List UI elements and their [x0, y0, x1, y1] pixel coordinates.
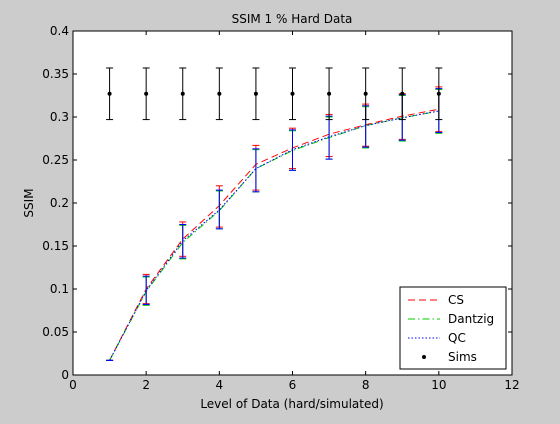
y-tick-label: 0.35	[42, 67, 69, 81]
data-point	[217, 91, 222, 96]
y-tick-label: 0.3	[50, 110, 69, 124]
series-line	[109, 110, 439, 361]
x-tick-label: 8	[362, 378, 370, 392]
error-bar	[142, 275, 150, 305]
x-tick-label: 10	[431, 378, 446, 392]
axes-layer: 0 2 4 6 8 10 12 0 0.05 0.1 0.15 0.2 0.25 0.3 0.35 0.4	[42, 24, 519, 392]
x-tick-label: 2	[142, 378, 150, 392]
x-tick-label: 6	[289, 378, 297, 392]
data-point	[363, 91, 368, 96]
y-axis-label: SSIM	[22, 188, 36, 217]
legend-label: Dantzig	[448, 312, 494, 326]
chart-title: SSIM 1 % Hard Data	[232, 12, 353, 26]
legend-item: QC	[408, 331, 466, 345]
x-tick-label: 0	[69, 378, 77, 392]
y-tick-label: 0.2	[50, 196, 69, 210]
data-point	[327, 91, 332, 96]
series-layer	[106, 67, 443, 361]
x-tick-label: 4	[216, 378, 224, 392]
data-point	[253, 91, 258, 96]
y-tick-label: 0.15	[42, 239, 69, 253]
legend-item: Dantzig	[408, 312, 494, 326]
legend-marker	[422, 355, 426, 359]
data-point	[436, 91, 441, 96]
error-bar	[215, 189, 223, 230]
data-point	[400, 91, 405, 96]
series-line	[109, 108, 439, 361]
y-tick-label: 0	[61, 368, 69, 382]
legend: CS Dantzig QC Sims	[399, 286, 507, 370]
legend-label: QC	[448, 331, 466, 345]
legend-label: Sims	[448, 350, 477, 364]
y-tick-label: 0.1	[50, 282, 69, 296]
y-tick-label: 0.05	[42, 325, 69, 339]
legend-item: Sims	[422, 350, 477, 364]
legend-box	[399, 286, 507, 370]
data-point	[290, 91, 295, 96]
y-tick-label: 0.25	[42, 153, 69, 167]
data-point	[144, 91, 149, 96]
series-sims	[106, 67, 443, 121]
x-tick-label: 12	[504, 378, 519, 392]
legend-label: CS	[448, 293, 464, 307]
y-tick-label: 0.4	[50, 24, 69, 38]
series-line	[109, 110, 439, 361]
legend-item: CS	[408, 293, 464, 307]
x-axis-label: Level of Data (hard/simulated)	[200, 397, 383, 411]
data-point	[107, 91, 112, 96]
data-point	[180, 91, 185, 96]
error-bar	[252, 148, 260, 193]
